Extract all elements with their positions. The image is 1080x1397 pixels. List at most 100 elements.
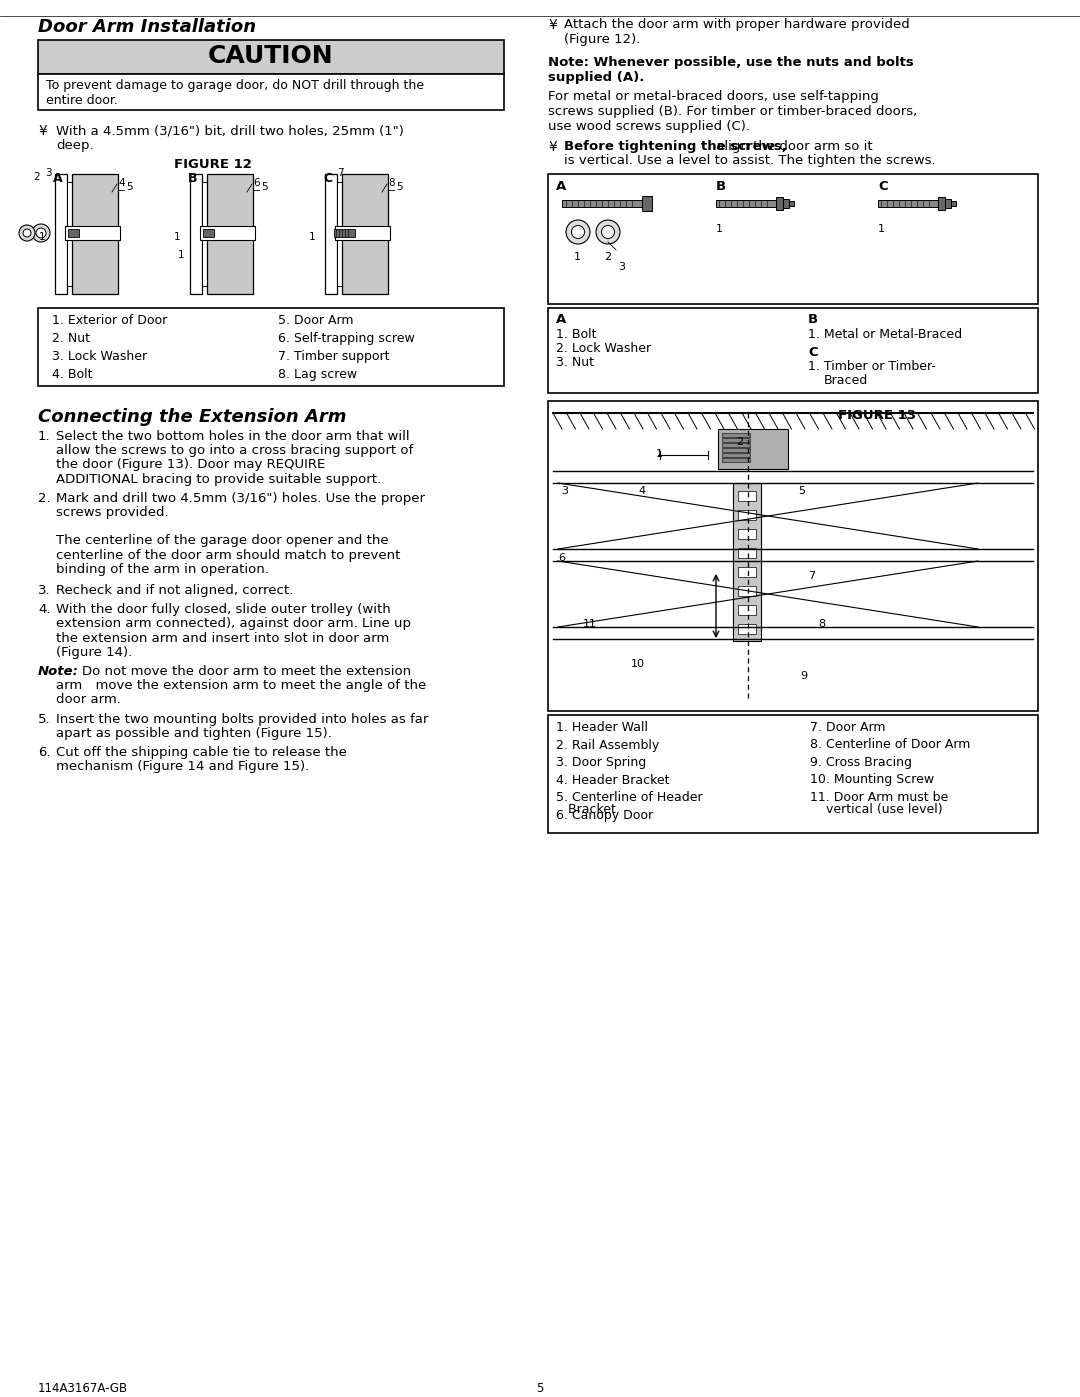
Text: binding of the arm in operation.: binding of the arm in operation. [56,563,269,576]
Text: 4. Bolt: 4. Bolt [52,367,93,381]
Text: 4: 4 [638,486,645,496]
Text: With a 4.5mm (3/16") bit, drill two holes, 25mm (1")
deep.: With a 4.5mm (3/16") bit, drill two hole… [56,124,404,152]
Text: mechanism (Figure 14 and Figure 15).: mechanism (Figure 14 and Figure 15). [56,760,309,773]
Text: FIGURE 13: FIGURE 13 [838,409,916,422]
Text: Attach the door arm with proper hardware provided
(Figure 12).: Attach the door arm with proper hardware… [564,18,909,46]
Circle shape [19,225,35,242]
Text: 1. Header Wall: 1. Header Wall [556,721,648,733]
Text: Cut off the shipping cable tie to release the: Cut off the shipping cable tie to releas… [56,746,347,759]
Text: For metal or metal-braced doors, use self-tapping
screws supplied (B). For timbe: For metal or metal-braced doors, use sel… [548,89,917,133]
Bar [548,307,1038,393]
Text: screws provided.: screws provided. [56,506,168,520]
Text: 1: 1 [878,224,885,235]
Text: ¥: ¥ [548,18,557,32]
Bar [548,715,1038,833]
Text: ¥: ¥ [548,140,557,154]
Text: 1. Exterior of Door: 1. Exterior of Door [52,314,167,327]
Text: C: C [323,172,333,184]
Text: 4: 4 [118,177,124,189]
Bar [738,510,756,520]
Text: 8: 8 [388,177,394,189]
Text: arm  move the extension arm to meet the angle of the: arm move the extension arm to meet the a… [56,679,427,692]
Bar [939,197,945,210]
Circle shape [32,224,50,242]
Bar [738,529,756,539]
Text: Recheck and if not aligned, correct.: Recheck and if not aligned, correct. [56,584,294,597]
Text: With the door fully closed, slide outer trolley (with: With the door fully closed, slide outer … [56,604,391,616]
Text: 2. Lock Washer: 2. Lock Washer [556,342,651,355]
Bar [55,175,67,293]
Text: 1: 1 [174,232,180,242]
Text: allow the screws to go into a cross bracing support of: allow the screws to go into a cross brac… [56,444,414,457]
Text: extension arm connected), against door arm. Line up: extension arm connected), against door a… [56,617,411,630]
Bar [783,198,789,208]
Text: 11: 11 [583,619,597,629]
Text: Before tightening the screws,: Before tightening the screws, [564,140,787,154]
Text: 5: 5 [396,182,403,191]
Text: 1: 1 [39,232,45,242]
Bar [716,200,777,207]
Text: B: B [808,313,819,326]
Text: centerline of the door arm should match to prevent: centerline of the door arm should match … [56,549,401,562]
Text: 3: 3 [45,168,52,177]
Bar [548,175,1038,305]
Text: 1: 1 [178,250,185,260]
Bar [738,605,756,615]
Bar [200,226,255,240]
Text: 8: 8 [818,619,825,629]
Text: 10: 10 [631,659,645,669]
Text: 7. Timber support: 7. Timber support [278,351,390,363]
Text: 5. Centerline of Header: 5. Centerline of Header [556,791,703,805]
Text: 5: 5 [126,182,133,191]
Text: 5: 5 [261,182,268,191]
Text: 5. Door Arm: 5. Door Arm [278,314,353,327]
Text: 5: 5 [537,1382,543,1396]
Bar [342,175,388,293]
Bar [335,226,390,240]
Text: is vertical. Use a level to assist. The tighten the screws.: is vertical. Use a level to assist. The … [564,154,935,168]
Bar [68,229,79,237]
Text: 3: 3 [561,486,568,496]
Text: CAUTION: CAUTION [208,43,334,68]
Text: 6. Canopy Door: 6. Canopy Door [556,809,653,821]
Text: 7. Door Arm: 7. Door Arm [810,721,886,733]
Text: 2: 2 [604,251,611,263]
Circle shape [602,225,615,239]
Text: 5: 5 [798,486,805,496]
Circle shape [566,219,590,244]
Text: C: C [808,346,818,359]
Bar [723,448,750,453]
Text: Insert the two mounting bolts provided into holes as far: Insert the two mounting bolts provided i… [56,712,429,725]
Text: (Figure 14).: (Figure 14). [56,645,132,659]
Text: 6.: 6. [38,746,51,759]
Text: apart as possible and tighten (Figure 15).: apart as possible and tighten (Figure 15… [56,726,332,740]
Text: 4. Header Bracket: 4. Header Bracket [556,774,670,787]
Bar [65,226,120,240]
Bar [190,175,202,293]
Bar [723,458,750,462]
Text: B: B [188,172,198,184]
Text: vertical (use level): vertical (use level) [810,803,943,816]
Text: 3. Nut: 3. Nut [556,356,594,369]
Bar [325,175,337,293]
Text: Select the two bottom holes in the door arm that will: Select the two bottom holes in the door … [56,430,409,443]
Text: the door (Figure 13). Door may REQUIRE: the door (Figure 13). Door may REQUIRE [56,458,325,471]
Bar [738,624,756,634]
Bar [38,74,504,110]
Text: 11. Door Arm must be: 11. Door Arm must be [810,791,948,805]
Text: 1: 1 [309,232,315,242]
Text: 1. Bolt: 1. Bolt [556,328,596,341]
Bar [67,182,72,286]
Bar [38,307,504,386]
Text: 4.: 4. [38,604,51,616]
Text: 6: 6 [558,553,565,563]
Bar [723,433,750,437]
Text: Do not move the door arm to meet the extension: Do not move the door arm to meet the ext… [82,665,411,678]
Text: 2. Rail Assembly: 2. Rail Assembly [556,739,659,752]
Text: 8. Centerline of Door Arm: 8. Centerline of Door Arm [810,739,970,752]
Text: Note:: Note: [38,665,79,678]
Text: 1.: 1. [38,430,51,443]
Text: 7: 7 [337,168,343,177]
Text: 2.: 2. [38,492,51,504]
Text: To prevent damage to garage door, do NOT drill through the
entire door.: To prevent damage to garage door, do NOT… [46,80,424,108]
